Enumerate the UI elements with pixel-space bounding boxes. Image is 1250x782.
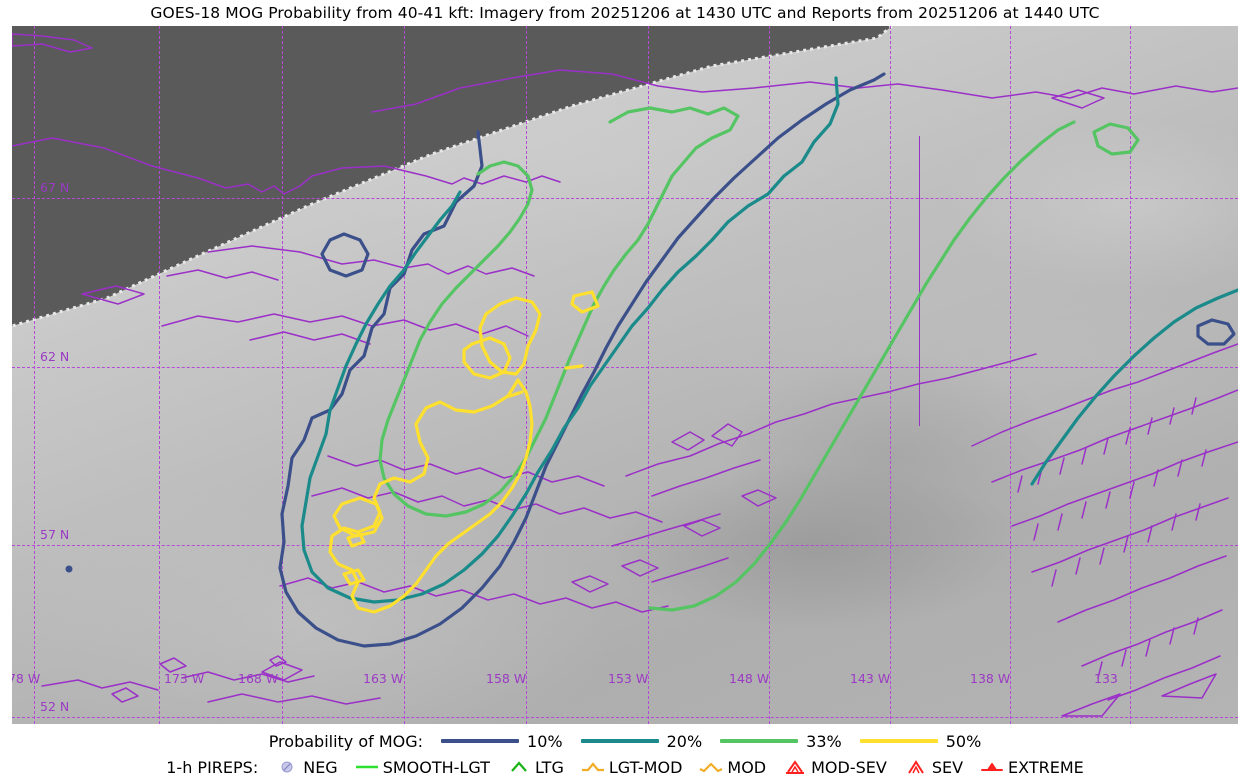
legend-label-neg: NEG <box>303 757 338 777</box>
legend-pireps-row: 1-h PIREPS: NEG SMOOTH-LGT <box>0 754 1250 780</box>
lon-label-168: 168 W <box>238 671 279 686</box>
contour-50pct-triangle <box>570 290 600 314</box>
lon-label-158: 158 W <box>486 671 527 686</box>
legend-label-lgt-mod: LGT-MOD <box>608 757 683 777</box>
grid-lat-62 <box>12 367 1238 368</box>
grid-lon-153 <box>648 26 649 724</box>
contour-50pct-main <box>328 378 534 614</box>
legend-item-sev[interactable]: SEV <box>887 758 963 777</box>
contour-50pct-dash-b <box>508 390 524 398</box>
grid-lat-57 <box>12 545 1238 546</box>
contour-50pct-dash-a <box>564 364 584 370</box>
legend-label-33pct: 33% <box>806 731 842 751</box>
contour-50pct-mid <box>462 336 512 380</box>
mog-probability-contours <box>278 72 1238 648</box>
legend-item-smooth-lgt[interactable]: SMOOTH-LGT <box>338 758 490 777</box>
lat-label-67: 67 N <box>40 180 70 195</box>
legend-label-ltg: LTG <box>534 757 564 777</box>
neg-slashed-circle-icon <box>274 758 300 776</box>
lon-label-143: 143 W <box>850 671 891 686</box>
lat-label-52: 52 N <box>40 699 70 714</box>
grid-lat-67 <box>12 198 1238 199</box>
swatch-50pct-icon <box>859 739 938 743</box>
ak-canada-border <box>919 136 920 426</box>
sev-peak-icon <box>903 758 929 776</box>
lon-label-153: 153 W <box>608 671 649 686</box>
legend-pireps-title: 1-h PIREPS: <box>166 757 259 777</box>
contour-10pct-west-lobe <box>320 232 370 278</box>
terminator-dark-region <box>12 26 893 328</box>
contour-50pct-blob-a <box>332 496 384 538</box>
legend-label-sev: SEV <box>931 757 964 777</box>
contour-50pct-north <box>478 296 542 376</box>
legend-item-extreme[interactable]: EXTREME <box>963 758 1084 777</box>
lon-label-148: 148 W <box>729 671 770 686</box>
contour-50pct-dot-a <box>346 532 366 548</box>
legend-label-extreme: EXTREME <box>1008 757 1084 777</box>
legend-item-lgt-mod[interactable]: LGT-MOD <box>564 757 683 777</box>
mod-wave-icon <box>698 758 724 776</box>
map-canvas[interactable]: 67 N 62 N 57 N 52 N 178 W 173 W 168 W 16… <box>12 26 1238 724</box>
grid-lat-52 <box>12 717 1238 718</box>
smooth-lgt-line-icon <box>354 758 380 776</box>
legend-probability-row: Probability of MOG: 10% 20% 33% 50% <box>0 728 1250 754</box>
legend-item-neg[interactable]: NEG <box>258 757 338 777</box>
grid-lon-133 <box>1130 26 1131 724</box>
mod-sev-peak-icon <box>782 758 808 776</box>
legend-item-ltg[interactable]: LTG <box>490 758 564 777</box>
contour-33pct-notch <box>1092 122 1140 156</box>
lat-label-57: 57 N <box>40 527 70 542</box>
contour-33pct-east <box>648 120 1076 612</box>
contour-50pct-dot-b <box>342 568 366 586</box>
lat-label-62: 62 N <box>40 349 70 364</box>
grid-lon-168 <box>282 26 283 724</box>
page-title: GOES-18 MOG Probability from 40-41 kft: … <box>150 4 1100 22</box>
swatch-10pct-icon <box>441 739 520 743</box>
contour-33pct-north <box>378 106 740 518</box>
legend-label-20pct: 20% <box>666 731 703 751</box>
legend-label-mod: MOD <box>727 757 767 777</box>
lon-label-138: 138 W <box>970 671 1011 686</box>
legend-label-smooth-lgt: SMOOTH-LGT <box>382 757 490 777</box>
grid-lon-138 <box>1010 26 1011 724</box>
contour-20pct <box>300 76 840 604</box>
lon-label-178: 178 W <box>12 671 41 686</box>
pirep-markers-layer <box>65 565 73 573</box>
grid-lon-173 <box>159 26 160 724</box>
contour-10pct-islet <box>1196 318 1236 346</box>
legend-label-50pct: 50% <box>945 731 982 751</box>
legend-item-10pct[interactable]: 10% <box>423 732 563 751</box>
lgt-mod-hump-icon <box>580 758 606 776</box>
legend-label-mod-sev: MOD-SEV <box>811 757 887 777</box>
grid-lon-148 <box>769 26 770 724</box>
legend-item-mod-sev[interactable]: MOD-SEV <box>766 758 887 777</box>
swatch-33pct-icon <box>720 739 799 743</box>
legend-label-10pct: 10% <box>527 731 563 751</box>
grid-lon-178 <box>34 26 35 724</box>
legend-item-50pct[interactable]: 50% <box>842 731 982 751</box>
legend: Probability of MOG: 10% 20% 33% 50% 1-h … <box>0 726 1250 782</box>
pirep-neg-marker <box>65 565 73 573</box>
legend-item-mod[interactable]: MOD <box>682 758 766 777</box>
lon-label-173: 173 W <box>164 671 205 686</box>
lon-label-133: 133 <box>1094 671 1118 686</box>
legend-probability-title: Probability of MOG: <box>268 731 424 751</box>
lon-label-163: 163 W <box>363 671 404 686</box>
extreme-filled-icon <box>979 758 1005 776</box>
contour-20pct-east <box>1030 288 1238 486</box>
grid-lon-143 <box>890 26 891 724</box>
swatch-20pct-icon <box>580 739 659 743</box>
legend-item-33pct[interactable]: 33% <box>702 732 842 751</box>
contour-10pct <box>278 72 886 648</box>
ltg-caret-icon <box>506 758 532 776</box>
grid-lon-158 <box>526 26 527 724</box>
legend-item-20pct[interactable]: 20% <box>563 731 703 751</box>
